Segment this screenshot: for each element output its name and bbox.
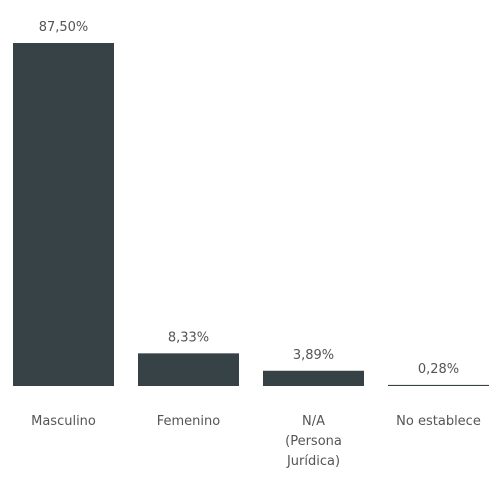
value-label: 3,89% <box>293 348 334 363</box>
x-tick-label: No establece <box>396 414 481 429</box>
x-tick-label: Masculino <box>31 414 96 429</box>
x-tick-label: Femenino <box>156 414 221 429</box>
bar <box>388 384 489 386</box>
bar <box>138 353 239 386</box>
x-tick-label: N/A (Persona Jurídica) <box>285 414 342 469</box>
value-label: 87,50% <box>39 20 89 35</box>
value-label: 0,28% <box>418 362 459 377</box>
value-label: 8,33% <box>168 330 209 345</box>
bar <box>13 43 114 386</box>
bar <box>263 370 364 386</box>
